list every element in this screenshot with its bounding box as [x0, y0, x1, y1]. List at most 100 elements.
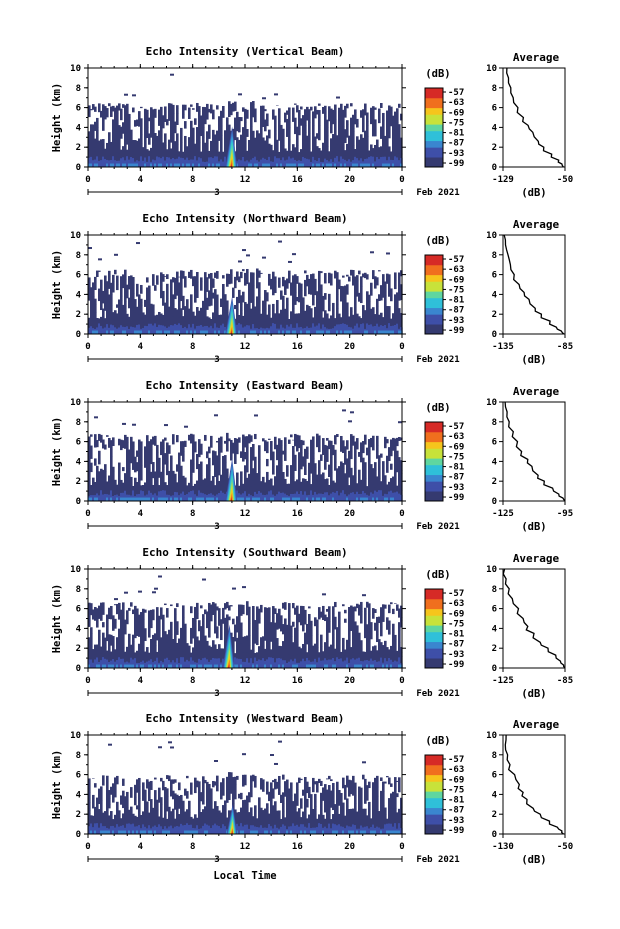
echo-cell	[150, 799, 153, 808]
echo-cell	[216, 271, 219, 279]
echo-cell	[360, 324, 363, 334]
echo-cell	[396, 296, 399, 310]
echo-cell	[226, 438, 229, 452]
echo-cell	[170, 783, 173, 797]
echo-cell	[172, 495, 175, 501]
echo-cell	[272, 657, 275, 668]
echo-cell	[306, 326, 309, 334]
echo-cell	[244, 152, 247, 160]
echo-cell	[276, 638, 279, 644]
echo-cell	[332, 445, 335, 456]
echo-cell	[148, 497, 151, 501]
echo-cell	[206, 817, 209, 824]
echo-cell	[400, 312, 403, 330]
echo-cell	[360, 664, 363, 668]
echo-cell	[294, 292, 297, 300]
echo-cell	[318, 460, 321, 476]
echo-cell	[94, 320, 97, 329]
echo-cell	[162, 817, 165, 835]
echo-cell	[278, 121, 281, 130]
echo-cell	[90, 603, 93, 616]
echo-cell	[190, 824, 193, 834]
echo-cell	[162, 318, 165, 326]
echo-cell	[234, 276, 237, 289]
echo-cell	[338, 109, 341, 124]
echo-cell	[166, 608, 169, 618]
echo-cell	[366, 601, 369, 608]
echo-cell	[274, 93, 278, 96]
echo-cell	[280, 163, 283, 167]
colorbar-swatch	[425, 625, 443, 629]
colorbar-tick-label: -57	[448, 88, 464, 98]
echo-cell	[288, 645, 291, 655]
echo-cell	[130, 487, 133, 502]
echo-cell	[182, 316, 185, 329]
echo-cell	[310, 327, 313, 334]
echo-cell	[324, 642, 327, 657]
echo-cell	[246, 150, 249, 159]
colorbar-swatch	[425, 120, 443, 125]
echo-cell	[136, 830, 139, 834]
echo-cell	[96, 483, 99, 488]
echo-cell	[106, 142, 109, 149]
echo-cell	[206, 161, 209, 167]
echo-cell	[214, 451, 217, 456]
echo-cell	[292, 163, 295, 167]
echo-cell	[216, 785, 219, 792]
echo-cell	[166, 283, 169, 299]
echo-cell	[274, 495, 277, 501]
echo-cell	[94, 298, 97, 305]
echo-cell	[88, 813, 91, 825]
echo-cell	[92, 815, 95, 827]
colorbar-tick-label: -63	[448, 265, 464, 275]
echo-cell	[306, 145, 309, 158]
echo-cell	[392, 484, 395, 489]
echo-cell	[166, 298, 169, 314]
echo-cell	[156, 607, 159, 617]
echo-cell	[276, 643, 279, 648]
echo-cell	[118, 163, 121, 167]
echo-cell	[150, 323, 153, 334]
echo-cell	[316, 626, 319, 635]
echo-cell	[318, 610, 321, 620]
echo-cell	[352, 128, 355, 132]
colorbar-swatch	[425, 454, 443, 459]
echo-cell	[330, 124, 333, 134]
echo-cell	[114, 483, 117, 494]
echo-cell	[288, 156, 291, 167]
echo-cell	[230, 780, 233, 794]
echo-cell	[154, 483, 157, 492]
colorbar-swatch	[425, 147, 443, 151]
echo-cell	[286, 483, 289, 494]
echo-cell	[116, 275, 119, 278]
echo-cell	[386, 149, 389, 157]
echo-cell	[254, 163, 257, 167]
echo-cell	[354, 494, 357, 501]
echo-cell	[250, 447, 253, 458]
echo-cell	[288, 139, 291, 155]
echo-cell	[186, 775, 189, 779]
echo-cell	[324, 455, 327, 470]
echo-cell	[208, 484, 211, 494]
echo-cell	[354, 654, 357, 658]
echo-cell	[138, 313, 141, 321]
echo-cell	[174, 613, 177, 621]
echo-cell	[176, 464, 179, 472]
echo-cell	[400, 647, 403, 653]
echo-cell	[382, 280, 385, 298]
echo-cell	[398, 314, 401, 320]
echo-cell	[204, 319, 207, 323]
echo-cell	[120, 634, 123, 645]
echo-cell	[144, 830, 147, 834]
echo-cell	[174, 486, 177, 493]
echo-cell	[236, 472, 239, 479]
echo-cell	[328, 330, 331, 334]
echo-cell	[260, 313, 263, 320]
echo-cell	[388, 115, 391, 121]
echo-cell	[122, 778, 125, 786]
echo-cell	[106, 297, 109, 303]
echo-cell	[396, 122, 399, 127]
echo-cell	[346, 161, 349, 167]
echo-cell	[290, 311, 293, 321]
colorbar-swatch	[425, 137, 443, 142]
